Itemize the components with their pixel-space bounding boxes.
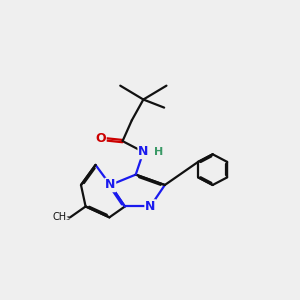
Text: O: O [95,132,106,145]
Text: N: N [145,200,155,213]
Text: N: N [105,178,116,191]
Text: H: H [154,147,163,157]
Text: N: N [138,146,148,158]
Text: CH₃: CH₃ [52,212,70,222]
